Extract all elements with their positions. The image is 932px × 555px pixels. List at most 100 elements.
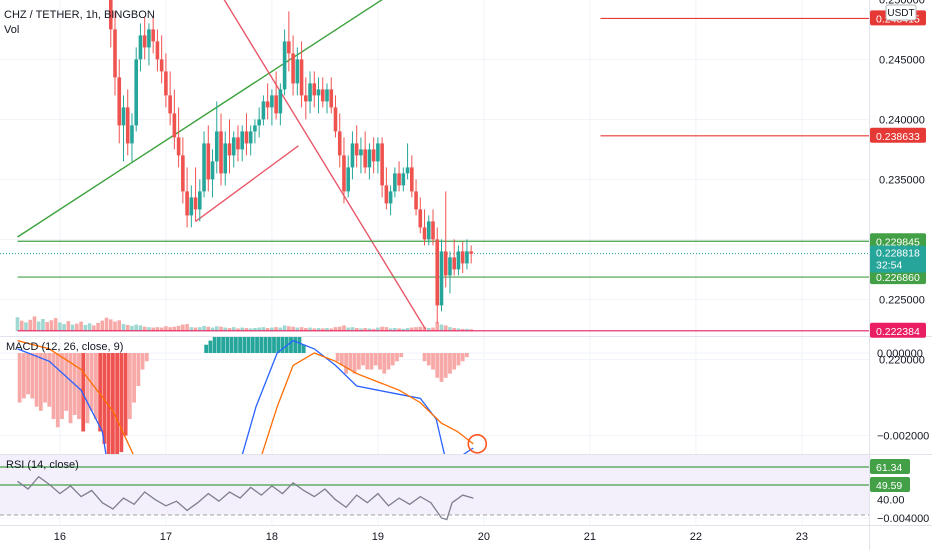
volume-bar (346, 327, 351, 331)
trend-line-rising-support[interactable] (17, 0, 483, 238)
volume-bar (70, 324, 75, 331)
signal-line (17, 339, 474, 454)
candle-body (181, 155, 185, 192)
candle-body (448, 257, 452, 276)
candle-body (401, 173, 406, 186)
macd-histogram-bar (38, 353, 43, 411)
candle-body (299, 59, 304, 96)
volume-bar (28, 319, 33, 331)
volume-bar (223, 327, 228, 331)
candle-body (388, 191, 393, 204)
macd-histogram-bar (208, 340, 213, 353)
price-level-tag (870, 127, 926, 143)
macd-histogram-bar (373, 353, 378, 366)
volume-bar (49, 320, 54, 331)
currency-badge[interactable]: USDT (885, 4, 917, 21)
macd-histogram-bar (55, 353, 60, 428)
candle-body (320, 89, 325, 102)
volume-bar (198, 327, 202, 331)
candle-body (176, 137, 181, 156)
candle-body (333, 107, 338, 132)
macd-histogram-bar (399, 353, 404, 358)
macd-histogram-bar (272, 337, 276, 353)
volume-bar (58, 322, 62, 331)
price-tick-label: 0.225000 (879, 294, 925, 306)
macd-tick-label: −0.002000 (877, 431, 929, 443)
volume-bar (206, 326, 211, 331)
volume-bar (193, 327, 198, 331)
candle-body (371, 149, 376, 162)
axes: 16171819202122230.2700000.2650000.260000… (54, 0, 930, 543)
volume-bar (172, 326, 177, 331)
macd-histogram-bar (34, 353, 39, 407)
volume-bar (299, 327, 304, 331)
candle-body (465, 251, 469, 264)
volume-bar (176, 325, 181, 331)
rsi-level-tag (870, 459, 910, 475)
volume-bar (168, 327, 172, 331)
volume-bar (414, 327, 418, 331)
candle-body (452, 257, 457, 270)
volume-bar (359, 328, 363, 331)
macd-histogram-bar (119, 353, 124, 453)
volume-bar (329, 328, 334, 331)
price-tick-label: 0.220000 (879, 354, 925, 366)
price-labels: 0.2484150.2386330.2298450.2268600.222384… (870, 10, 926, 492)
candle-body (159, 59, 164, 72)
macd-histogram-bar (17, 353, 22, 403)
volume-bar (75, 323, 79, 331)
volume-bar (79, 321, 83, 331)
price-level-tag (870, 322, 926, 338)
candle-body (456, 251, 461, 270)
annotation-circle[interactable] (467, 434, 488, 454)
candle-body (278, 89, 283, 114)
candle-body (164, 71, 168, 96)
macd-histogram-bar (132, 353, 136, 403)
macd-histogram-bar (250, 337, 255, 353)
candle-body (367, 149, 372, 168)
volume-bar (333, 327, 338, 331)
macd-histogram-bar (352, 353, 357, 374)
candle-body (142, 35, 147, 48)
x-tick-label: 20 (478, 531, 490, 543)
candle-body (185, 191, 189, 216)
candle-body (117, 77, 122, 126)
candle-body (270, 95, 274, 108)
volume-bar (227, 327, 232, 331)
macd-histogram-bar (216, 337, 221, 353)
candle-body (350, 143, 355, 168)
price-level-value: 0.229845 (876, 236, 920, 248)
volume-bar (282, 325, 287, 331)
candle-body (138, 35, 143, 60)
volume-bar (257, 327, 261, 331)
candle-body (248, 131, 253, 144)
trend-line-channel-floor[interactable] (195, 145, 299, 222)
x-tick-label: 23 (796, 531, 808, 543)
candle-body (244, 131, 249, 144)
macd-histogram-bar (386, 353, 391, 370)
candle-body (376, 143, 380, 162)
macd-histogram-bar (460, 353, 465, 362)
macd-tick-label: −0.004000 (877, 513, 929, 525)
volume-bar (350, 327, 355, 331)
macd-histogram-bar (81, 353, 86, 432)
volume-bar (181, 324, 185, 331)
candle-body (346, 167, 351, 192)
x-tick-label: 16 (54, 531, 66, 543)
volume-bar (155, 327, 160, 331)
candle-body (380, 143, 384, 186)
macd-pane (17, 337, 488, 454)
volume-bar (66, 321, 71, 331)
macd-histogram-bar (98, 353, 103, 432)
volume-bar (308, 327, 312, 331)
macd-histogram-bar (344, 353, 348, 374)
x-tick-label: 22 (690, 531, 702, 543)
volume-bar (422, 327, 427, 331)
volume-bar (248, 328, 253, 331)
volume-bar (452, 327, 457, 331)
volume-bar (219, 326, 223, 331)
trend-line-falling-resistance[interactable] (81, 0, 427, 330)
candle-body (469, 251, 473, 254)
